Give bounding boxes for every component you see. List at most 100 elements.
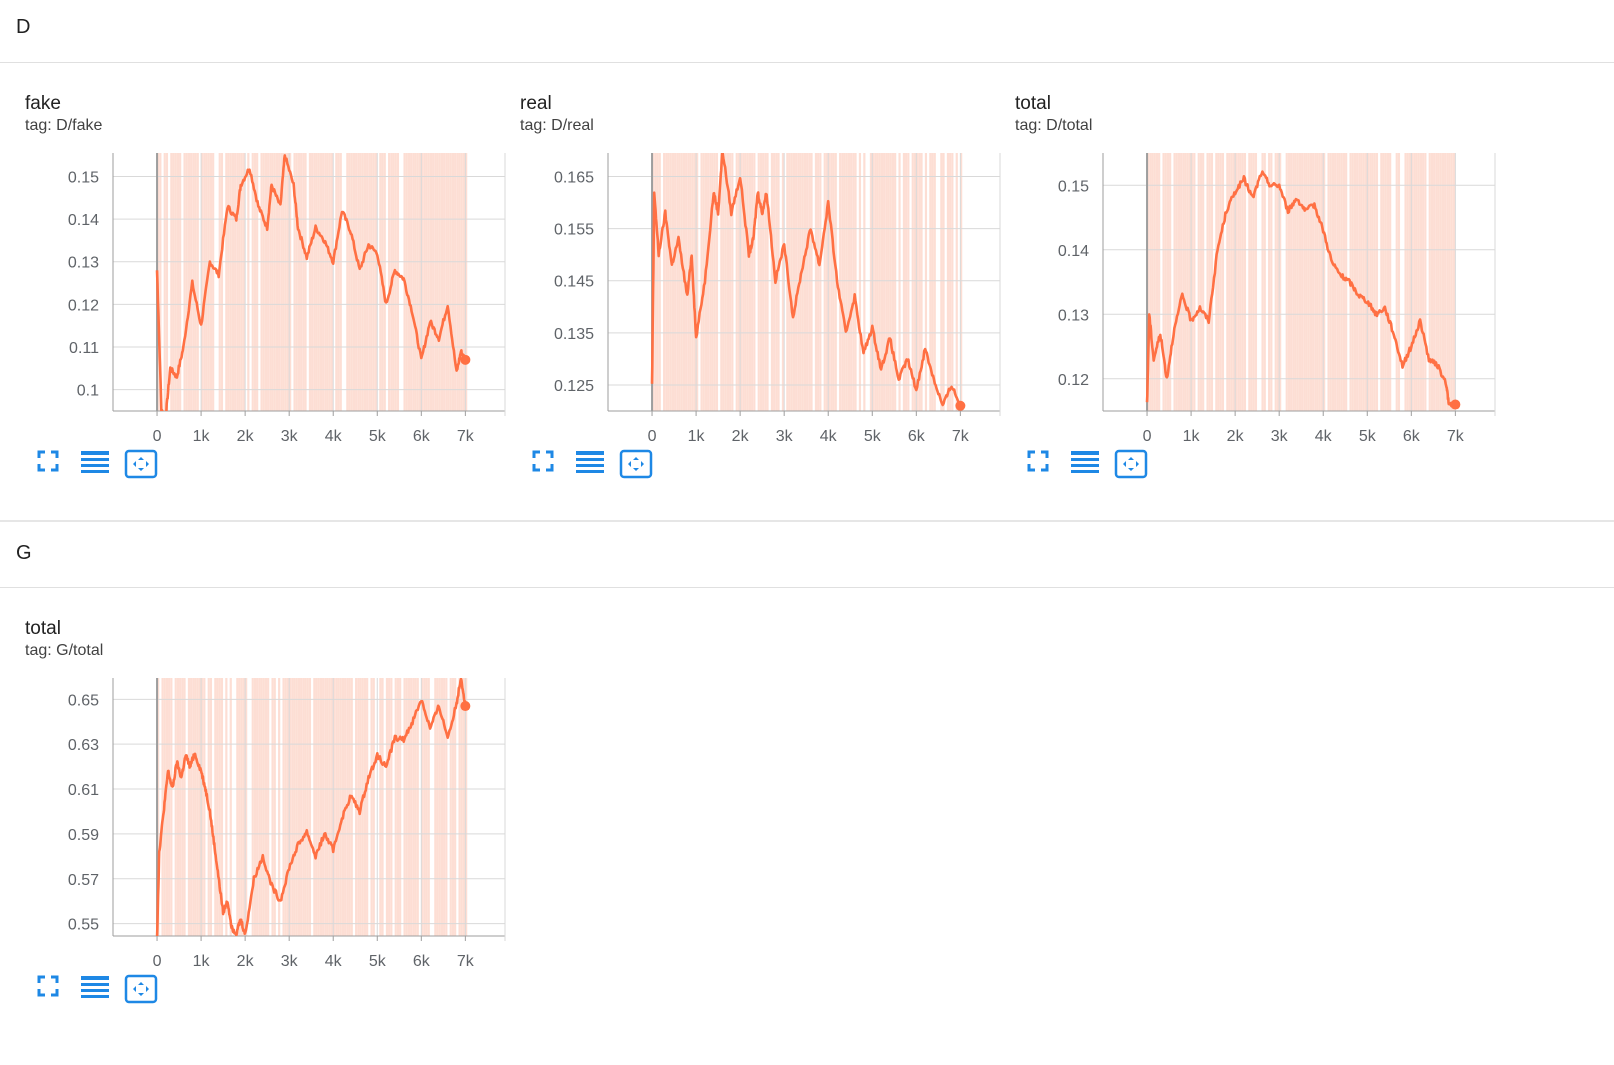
y-tick-label: 0.12 [68, 297, 99, 314]
x-tick-label: 5k [864, 428, 882, 445]
section-title: G [16, 542, 32, 564]
raw-band [157, 678, 468, 936]
y-tick-label: 0.15 [1058, 178, 1089, 195]
section-title: D [16, 16, 31, 38]
y-tick-label: 0.61 [68, 782, 99, 799]
x-tick-label: 1k [193, 953, 211, 970]
y-tick-label: 0.135 [554, 326, 594, 343]
series-line [155, 154, 467, 411]
y-tick-label: 0.12 [1058, 372, 1089, 389]
x-tick-label: 5k [1359, 428, 1377, 445]
line-chart[interactable]: 0.12 0.13 0.14 0.15 0 1k 2k 3k 4k 5k 6k 7k [990, 143, 1500, 453]
x-tick-label: 6k [908, 428, 926, 445]
x-tick-label: 2k [1227, 428, 1245, 445]
fullscreen-icon[interactable] [1026, 449, 1060, 481]
y-tick-label: 0.145 [554, 274, 594, 291]
x-tick-label: 6k [413, 953, 431, 970]
x-tick-label: 7k [457, 953, 475, 970]
y-tick-label: 0.13 [1058, 307, 1089, 324]
raw-band [652, 153, 963, 411]
series-end-point [460, 701, 471, 712]
x-tick-label: 3k [776, 428, 794, 445]
x-tick-label: 4k [1315, 428, 1333, 445]
x-tick-label: 3k [1271, 428, 1289, 445]
x-tick-label: 7k [457, 428, 475, 445]
chart-tag: tag: D/total [1015, 117, 1093, 134]
x-tick-label: 0 [153, 953, 162, 970]
chart-toolbar [1026, 449, 1186, 481]
fit-domain-icon[interactable] [1114, 449, 1148, 481]
data-table-icon[interactable] [80, 974, 114, 1006]
series-line [650, 153, 962, 407]
x-tick-label: 2k [237, 953, 255, 970]
y-tick-label: 0.55 [68, 917, 99, 934]
x-tick-label: 0 [648, 428, 657, 445]
x-tick-label: 1k [193, 428, 211, 445]
y-tick-label: 0.59 [68, 827, 99, 844]
data-table-icon[interactable] [1070, 449, 1104, 481]
y-tick-label: 0.65 [68, 692, 99, 709]
y-tick-label: 0.57 [68, 872, 99, 889]
fullscreen-icon[interactable] [36, 449, 70, 481]
series-line [1145, 170, 1457, 408]
y-tick-label: 0.15 [68, 169, 99, 186]
y-tick-label: 0.14 [1058, 243, 1089, 260]
chart-tag: tag: D/real [520, 117, 594, 134]
x-tick-label: 1k [688, 428, 706, 445]
chart-card-d-total: total tag: D/total 0.12 0.13 0.14 0.15 0 1k 2k… [990, 93, 1496, 533]
section-header-g[interactable]: G [0, 520, 1614, 588]
raw-band [1147, 153, 1456, 411]
y-tick-label: 0.14 [68, 212, 99, 229]
chart-title: fake [25, 93, 61, 114]
fullscreen-icon[interactable] [531, 449, 565, 481]
chart-title: total [1015, 93, 1051, 114]
y-tick-label: 0.165 [554, 169, 594, 186]
fit-domain-icon[interactable] [619, 449, 653, 481]
x-tick-label: 0 [153, 428, 162, 445]
data-table-icon[interactable] [80, 449, 114, 481]
x-tick-label: 7k [952, 428, 970, 445]
data-table-icon[interactable] [575, 449, 609, 481]
chart-title: total [25, 618, 61, 639]
x-tick-label: 2k [237, 428, 255, 445]
line-chart[interactable]: 0.55 0.57 0.59 0.61 0.63 0.65 0 1k 2k 3k 4k 5k 6k 7k [0, 668, 510, 978]
y-tick-label: 0.13 [68, 255, 99, 272]
chart-card-d-real: real tag: D/real 0.125 0.135 0.145 0.155 0.1… [495, 93, 1001, 533]
x-tick-label: 5k [369, 953, 387, 970]
raw-band [157, 153, 468, 411]
chart-card-d-fake: fake tag: D/fake 0.1 0.11 0.12 0.13 0.14 0.15… [0, 93, 506, 533]
chart-card-g-total: total tag: G/total 0.55 0.57 0.59 0.61 0.63 0… [0, 618, 506, 1058]
series-end-point [1450, 399, 1461, 410]
chart-title: real [520, 93, 552, 114]
y-tick-label: 0.155 [554, 222, 594, 239]
y-tick-label: 0.11 [69, 340, 99, 357]
x-tick-label: 2k [732, 428, 750, 445]
x-tick-label: 6k [1403, 428, 1421, 445]
fit-domain-icon[interactable] [124, 449, 158, 481]
x-tick-label: 4k [325, 953, 343, 970]
y-tick-label: 0.63 [68, 737, 99, 754]
fit-domain-icon[interactable] [124, 974, 158, 1006]
x-tick-label: 0 [1143, 428, 1152, 445]
section-header-d[interactable]: D [0, 0, 1614, 63]
y-tick-label: 0.1 [77, 383, 99, 400]
series-end-point [955, 400, 966, 411]
chart-toolbar [36, 449, 196, 481]
x-tick-label: 4k [820, 428, 838, 445]
fullscreen-icon[interactable] [36, 974, 70, 1006]
line-chart[interactable]: 0.125 0.135 0.145 0.155 0.165 0 1k 2k 3k 4k 5k 6k 7k [495, 143, 1005, 453]
series-line [155, 678, 467, 936]
line-chart[interactable]: 0.1 0.11 0.12 0.13 0.14 0.15 0 1k 2k 3k 4k 5k 6k 7k [0, 143, 510, 453]
x-tick-label: 7k [1447, 428, 1465, 445]
y-tick-label: 0.125 [554, 378, 594, 395]
x-tick-label: 1k [1183, 428, 1201, 445]
series-end-point [460, 354, 471, 365]
x-tick-label: 3k [281, 953, 299, 970]
x-tick-label: 6k [413, 428, 431, 445]
x-tick-label: 3k [281, 428, 299, 445]
x-tick-label: 4k [325, 428, 343, 445]
chart-toolbar [531, 449, 691, 481]
chart-tag: tag: D/fake [25, 117, 103, 134]
x-tick-label: 5k [369, 428, 387, 445]
chart-toolbar [36, 974, 196, 1006]
